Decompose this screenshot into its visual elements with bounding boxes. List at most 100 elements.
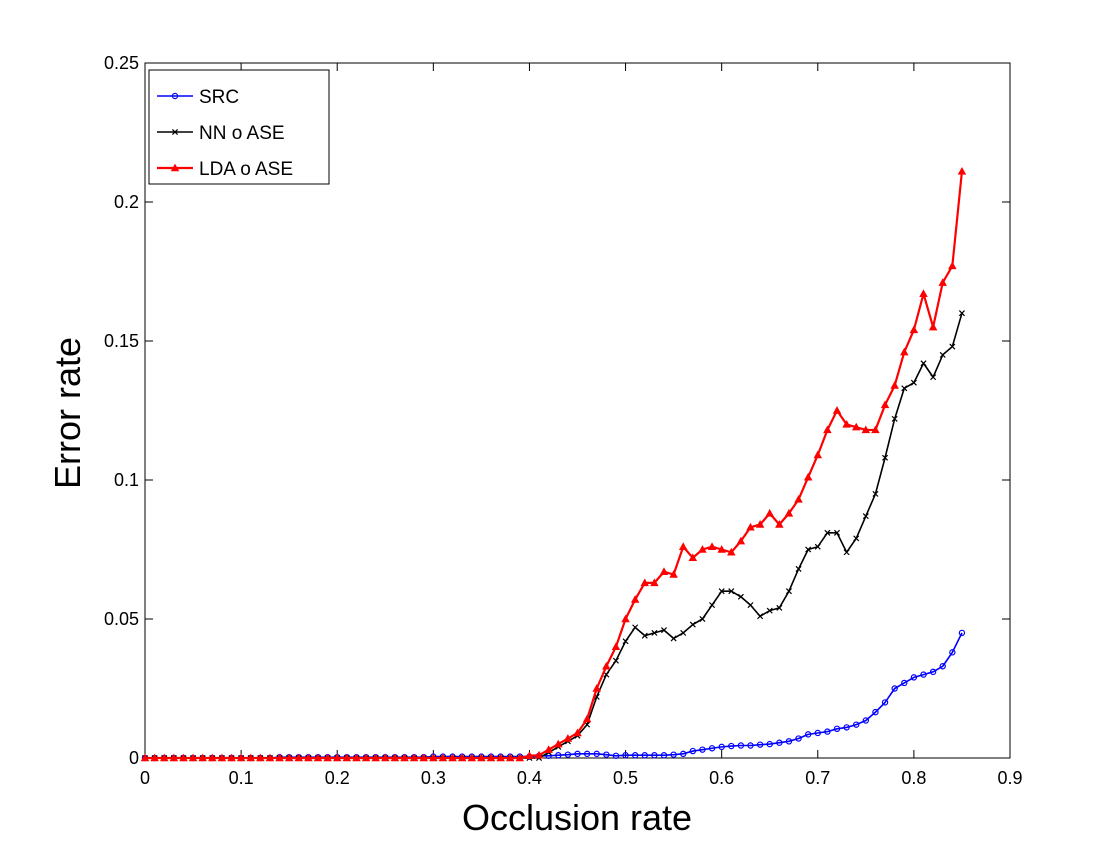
data-point — [361, 753, 371, 762]
data-point — [939, 663, 946, 670]
data-point — [689, 747, 697, 755]
data-point — [381, 753, 390, 762]
data-point — [554, 739, 563, 748]
data-point — [680, 750, 687, 758]
data-point — [611, 642, 621, 651]
data-point — [709, 602, 716, 609]
data-point — [910, 379, 917, 386]
data-point — [737, 593, 744, 600]
data-point — [486, 753, 496, 762]
x-tick-label: 0.6 — [709, 768, 734, 788]
y-tick-label: 0.15 — [104, 331, 139, 351]
data-point — [824, 728, 831, 735]
data-point — [477, 753, 486, 762]
axis-ticks: 0 0.1 0.2 0.3 0.4 0.5 0.6 0.7 0.8 0.9 0 0.05 0.1 0.15… — [104, 53, 1023, 788]
data-point — [842, 419, 851, 428]
data-point — [707, 542, 717, 550]
y-tick-label: 0 — [129, 748, 139, 768]
data-point — [861, 425, 871, 434]
data-point — [784, 508, 794, 517]
data-point — [265, 753, 275, 762]
data-point — [678, 542, 688, 550]
data-point — [785, 738, 793, 745]
data-point — [909, 325, 919, 334]
data-point — [803, 472, 813, 481]
data-point — [746, 522, 755, 531]
data-point — [805, 546, 812, 553]
data-point — [736, 536, 746, 545]
data-point — [823, 425, 832, 434]
data-point — [794, 495, 803, 503]
data-point — [872, 708, 879, 716]
data-point — [853, 535, 860, 542]
data-point — [612, 657, 619, 664]
data-point — [409, 753, 419, 762]
data-point — [622, 752, 629, 759]
data-point — [939, 351, 946, 358]
series-lda-o-ase — [140, 166, 967, 762]
data-point — [737, 742, 745, 749]
data-point — [920, 360, 927, 367]
legend-label: SRC — [199, 87, 239, 108]
data-point — [650, 578, 659, 587]
data-point — [304, 753, 313, 762]
data-point — [851, 422, 861, 431]
x-tick-label: 0.4 — [517, 768, 542, 788]
data-point — [621, 614, 630, 623]
data-point — [833, 529, 841, 536]
data-point — [582, 714, 592, 723]
data-point — [448, 753, 457, 762]
data-point — [929, 668, 937, 676]
data-point — [179, 753, 188, 762]
x-tick-label: 0.9 — [997, 768, 1022, 788]
data-point — [294, 753, 304, 762]
data-point — [573, 728, 582, 737]
y-tick-label: 0.25 — [104, 53, 139, 73]
data-point — [872, 490, 879, 497]
data-point — [795, 735, 802, 742]
data-point — [660, 627, 668, 634]
data-point — [919, 289, 928, 297]
data-point — [457, 753, 467, 762]
x-axis-label: Occlusion rate — [462, 797, 692, 838]
data-point — [256, 753, 265, 762]
data-point — [958, 629, 966, 637]
data-point — [593, 750, 600, 758]
data-point — [342, 753, 352, 762]
data-point — [766, 607, 773, 614]
data-point — [871, 425, 880, 434]
data-point — [400, 753, 409, 762]
data-point — [930, 374, 937, 381]
data-point — [323, 753, 332, 762]
data-point — [505, 753, 515, 762]
data-point — [755, 520, 765, 528]
data-point — [313, 753, 323, 762]
data-point — [776, 604, 783, 611]
data-point — [862, 513, 869, 520]
legend-label: NN o ASE — [199, 123, 285, 144]
data-point — [563, 734, 573, 742]
legend-label: LDA o ASE — [199, 159, 293, 180]
data-point — [708, 745, 716, 752]
data-point — [901, 679, 908, 687]
legend-marker — [171, 128, 179, 136]
data-point — [574, 750, 581, 758]
data-point — [728, 588, 735, 595]
legend: SRC NN o ASE LDA o ASE — [148, 69, 330, 185]
y-axis-label: Error rate — [47, 337, 88, 489]
data-point — [699, 746, 706, 753]
data-point — [246, 753, 255, 762]
data-point — [438, 753, 448, 762]
data-point — [766, 740, 773, 748]
data-point — [910, 674, 918, 681]
data-point — [824, 529, 831, 536]
y-tick-label: 0.05 — [104, 609, 139, 629]
data-point — [169, 753, 179, 762]
data-point — [688, 553, 698, 562]
data-point — [651, 629, 658, 636]
data-point — [659, 567, 669, 575]
x-tick-label: 0.1 — [229, 768, 254, 788]
x-tick-label: 0.8 — [901, 768, 926, 788]
data-point — [680, 629, 687, 636]
data-point — [727, 547, 736, 556]
